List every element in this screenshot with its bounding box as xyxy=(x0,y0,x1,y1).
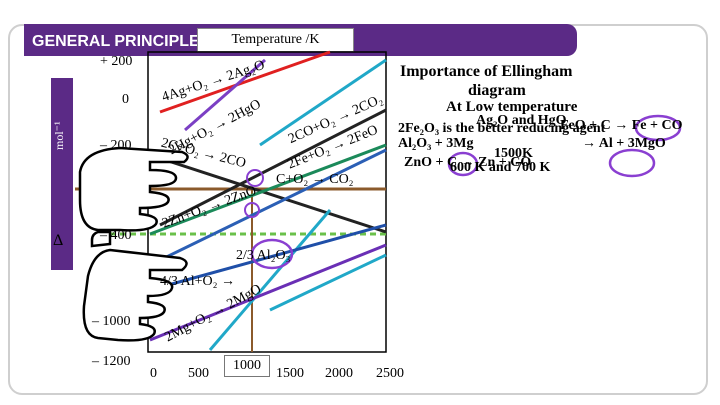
x-tick-highlight: 1000 xyxy=(224,355,270,377)
y-tick: – 1200 xyxy=(92,354,131,369)
y-tick: – 400 xyxy=(100,228,132,243)
reaction-label-c-co2: C+O₂ → CO₂ xyxy=(276,172,354,187)
y-tick: + 200 xyxy=(100,54,133,69)
right-line-c: FeO + C → Fe + CO xyxy=(560,118,683,133)
slide-title: GENERAL PRINCIPLE xyxy=(32,33,200,50)
line-al2o3 xyxy=(149,223,387,292)
highlight-al2o3 xyxy=(250,238,294,270)
line-hgo xyxy=(184,58,266,132)
y-tick: – 200 xyxy=(100,138,132,153)
right-line-i: 600 K and 700 K xyxy=(450,160,551,175)
x-tick: 0 xyxy=(150,366,157,381)
right-line-f: → Al + 3MgO xyxy=(582,136,666,151)
delta-symbol: Δ xyxy=(53,232,64,249)
right-line-h: ZnO + C → Zn + CO xyxy=(404,155,532,170)
line-zno-high xyxy=(208,209,332,351)
y-tick: 0 xyxy=(122,92,129,107)
line-ag2o xyxy=(159,50,331,114)
highlight-circle-2 xyxy=(244,202,260,218)
highlight-circle-1 xyxy=(246,169,264,187)
x-tick: 500 xyxy=(188,366,209,381)
line-zno xyxy=(149,148,387,267)
line-mgo xyxy=(149,243,387,342)
right-heading-2: diagram xyxy=(468,82,526,99)
right-line-e: Al₂O₃ + 3Mg xyxy=(398,136,474,151)
line-c-co xyxy=(149,153,387,234)
pointing-hand-icon-2 xyxy=(82,248,188,342)
highlight-co xyxy=(608,148,656,178)
right-line-d: 2Fe₂O₃ is the better reducing agent xyxy=(398,121,606,136)
reaction-label-al-right: 2/3 Al₂O₃ xyxy=(236,248,291,263)
highlight-2co xyxy=(634,114,682,142)
x-tick: 1500 xyxy=(276,366,304,381)
right-line-g: 1500K xyxy=(494,146,533,161)
highlight-zn-c xyxy=(447,151,479,177)
line-mgo-high xyxy=(269,253,387,312)
right-line-a: At Low temperature xyxy=(446,99,578,115)
line-co-co2 xyxy=(159,108,387,227)
reaction-label-al-left: 4/3 Al+O₂ → xyxy=(160,274,236,289)
pointing-hand-icon xyxy=(78,146,189,248)
line-fe-feo xyxy=(149,143,387,236)
right-heading-1: Importance of Ellingham xyxy=(400,63,573,80)
right-line-b: Ag₂O and HgO xyxy=(476,113,567,128)
x-tick: 2500 xyxy=(376,366,404,381)
y-axis-band xyxy=(51,78,73,270)
line-fe-high xyxy=(259,58,387,147)
x-tick: 2000 xyxy=(325,366,353,381)
y-tick: – 1000 xyxy=(92,314,131,329)
